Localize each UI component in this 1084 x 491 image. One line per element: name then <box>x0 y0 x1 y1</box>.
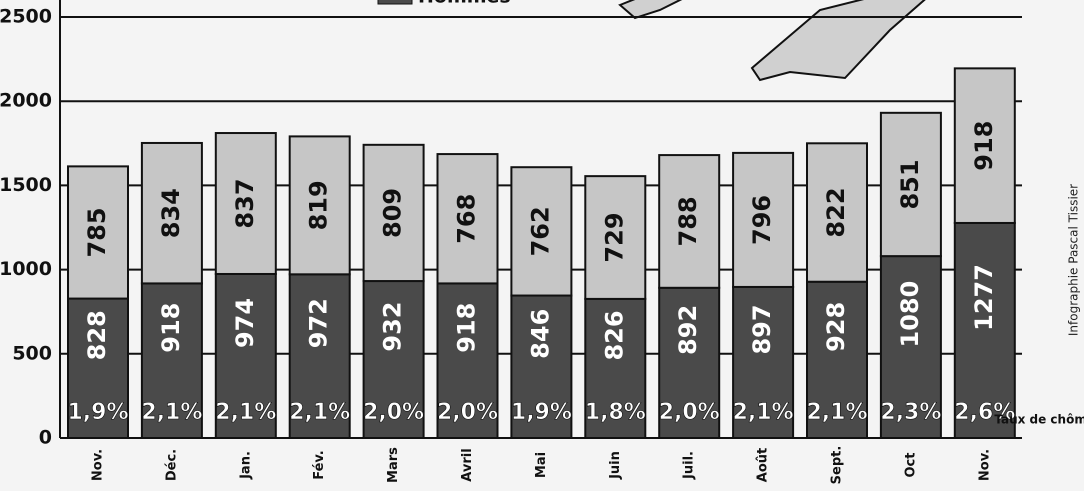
x-tick-label: Août <box>756 448 771 482</box>
y-tick-label: 1500 <box>0 174 52 196</box>
x-tick-label: Nov. <box>91 449 106 481</box>
value-label: 918 <box>970 121 998 171</box>
value-label: 762 <box>526 206 554 256</box>
y-tick-label: 500 <box>12 342 52 364</box>
value-label: 851 <box>896 159 924 209</box>
rate-label: 2,1% <box>141 400 202 425</box>
rate-label: 2,0% <box>659 400 720 425</box>
rate-label: 1,9% <box>511 400 572 425</box>
chart: 0 500 1000 1500 2000 2500 Hommes 828 785 1,9% Nov.… <box>0 0 1084 491</box>
x-tick-label: Juin <box>608 451 623 480</box>
x-tick-label: Avril <box>460 448 475 481</box>
value-label: 826 <box>600 310 628 360</box>
value-label: 897 <box>748 304 776 354</box>
rate-label: 2,0% <box>437 400 498 425</box>
value-label: 819 <box>305 180 333 230</box>
value-label: 846 <box>526 309 554 359</box>
value-label: 974 <box>231 298 259 348</box>
credit: Infographie Pascal Tissier <box>1067 184 1081 336</box>
y-tick-label: 1000 <box>0 258 52 280</box>
rate-label: 1,9% <box>67 400 128 425</box>
value-label: 837 <box>231 178 259 228</box>
x-tick-label: Jan. <box>238 451 253 480</box>
y-tick-label: 2000 <box>0 90 52 112</box>
value-label: 768 <box>453 194 481 244</box>
x-tick-label: Oct <box>903 453 918 478</box>
rate-label: 2,3% <box>880 400 941 425</box>
x-tick-label: Mai <box>534 452 549 478</box>
x-tick-label: Fév. <box>312 450 327 480</box>
value-label: 729 <box>600 212 628 262</box>
rate-label: 1,8% <box>585 400 646 425</box>
rate-label: 2,1% <box>806 400 867 425</box>
legend-label: Hommes <box>418 0 511 8</box>
rate-label: 2,1% <box>215 400 276 425</box>
value-label: 918 <box>453 303 481 353</box>
rate-label: 2,0% <box>363 400 424 425</box>
value-label: 785 <box>83 207 111 257</box>
y-tick-label: 2500 <box>0 6 52 28</box>
value-label: 809 <box>379 188 407 238</box>
rate-label: 2,1% <box>289 400 350 425</box>
value-label: 928 <box>822 302 850 352</box>
rate-label: 2,1% <box>733 400 794 425</box>
value-label: 796 <box>748 195 776 245</box>
value-label: 828 <box>83 310 111 360</box>
value-label: 918 <box>157 303 185 353</box>
x-tick-label: Déc. <box>164 449 179 481</box>
x-tick-label: Nov. <box>977 449 992 481</box>
value-label: 1277 <box>970 264 998 331</box>
x-tick-label: Sept. <box>830 446 845 485</box>
value-label: 932 <box>379 301 407 351</box>
y-tick-label: 0 <box>39 427 52 449</box>
legend-swatch <box>378 0 412 4</box>
value-label: 834 <box>157 188 185 238</box>
value-label: 1080 <box>896 281 924 348</box>
rate-title: Taux de chômage <box>994 413 1084 427</box>
value-label: 822 <box>822 187 850 237</box>
x-tick-label: Juil. <box>682 451 697 480</box>
value-label: 972 <box>305 298 333 348</box>
value-label: 892 <box>674 305 702 355</box>
x-tick-label: Mars <box>386 447 401 483</box>
value-label: 788 <box>674 196 702 246</box>
